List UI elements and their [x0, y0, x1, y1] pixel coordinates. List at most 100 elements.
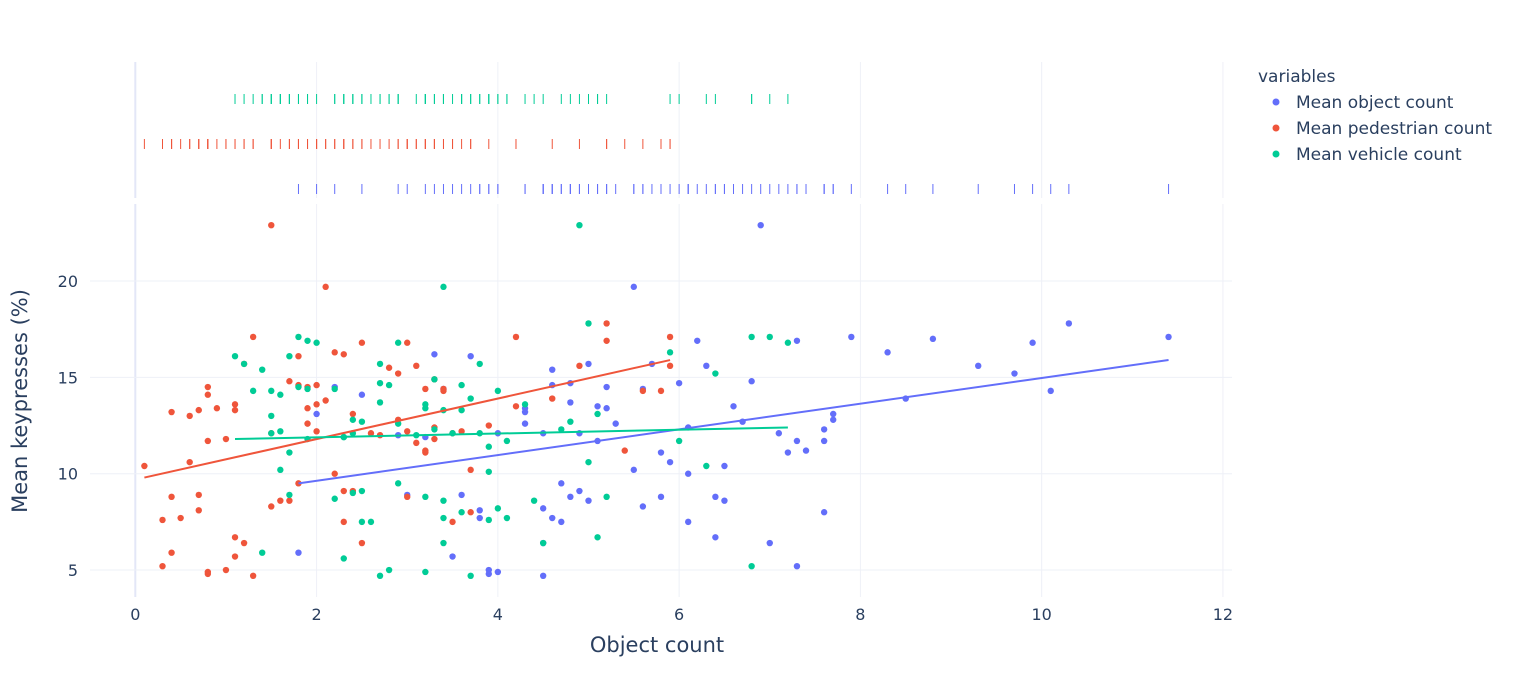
data-point: [485, 468, 492, 475]
trendline: [298, 359, 1169, 485]
data-point: [304, 385, 311, 393]
data-point: [703, 462, 710, 470]
data-point: [712, 370, 719, 377]
legend-label: Mean pedestrian count: [1296, 119, 1492, 139]
data-point: [358, 339, 366, 346]
data-point: [567, 399, 574, 406]
data-point: [585, 458, 592, 466]
data-point: [494, 505, 502, 512]
data-point: [358, 391, 366, 398]
data-point: [340, 555, 347, 562]
data-point: [494, 568, 502, 576]
data-point: [467, 352, 474, 360]
data-point: [576, 362, 583, 370]
data-point: [277, 497, 284, 504]
data-point: [358, 418, 366, 425]
data-point: [775, 430, 783, 437]
data-point: [458, 491, 465, 499]
data-point: [603, 493, 610, 501]
data-point: [358, 487, 366, 495]
data-point: [204, 391, 212, 398]
x-tick-label: 4: [493, 605, 503, 624]
data-point: [703, 362, 710, 370]
data-point: [820, 509, 828, 516]
data-point: [712, 493, 719, 501]
series-points: [295, 221, 1172, 580]
y-tick-label: 5: [68, 561, 78, 580]
data-point: [666, 362, 674, 370]
legend-item: Mean pedestrian count: [1272, 119, 1492, 139]
data-point: [784, 449, 792, 456]
data-point: [286, 497, 293, 504]
data-point: [766, 333, 773, 341]
data-point: [458, 509, 465, 516]
data-point: [757, 221, 764, 229]
data-point: [521, 401, 529, 408]
data-point: [440, 283, 447, 291]
data-point: [231, 553, 239, 560]
data-point: [594, 534, 601, 541]
data-point: [313, 410, 320, 418]
y-axis-ticks: 5 10 15 20: [58, 272, 78, 580]
data-point: [576, 487, 583, 495]
data-point: [358, 539, 366, 547]
data-point: [558, 426, 565, 433]
data-point: [195, 406, 202, 414]
data-point: [168, 408, 175, 416]
data-point: [612, 420, 619, 427]
rug-row: [234, 94, 789, 104]
data-point: [177, 514, 184, 522]
data-point: [376, 572, 384, 580]
data-point: [549, 514, 556, 522]
data-point: [404, 428, 411, 435]
data-point: [385, 364, 393, 371]
data-point: [539, 539, 547, 547]
data-point: [422, 447, 429, 454]
data-point: [141, 462, 148, 470]
data-point: [467, 395, 474, 402]
data-point: [603, 383, 610, 391]
legend-label: Mean vehicle count: [1296, 145, 1462, 165]
main-gridlines: [90, 204, 1232, 597]
data-point: [929, 335, 937, 343]
y-tick-label: 10: [58, 465, 78, 484]
data-point: [431, 351, 438, 358]
data-point: [240, 360, 248, 368]
data-point: [286, 449, 293, 456]
data-point: [603, 405, 610, 412]
data-point: [730, 403, 737, 410]
data-point: [567, 418, 574, 425]
rug-row: [143, 139, 671, 149]
data-point: [594, 410, 601, 418]
data-point: [666, 349, 674, 356]
data-point: [666, 333, 674, 341]
data-point: [666, 458, 674, 466]
data-point: [585, 497, 592, 504]
data-point: [204, 437, 212, 445]
legend-marker: [1272, 150, 1280, 158]
legend: variables Mean object count Mean pedestri…: [1258, 67, 1492, 165]
data-point: [793, 562, 801, 570]
data-point: [349, 410, 357, 418]
data-point: [422, 568, 429, 576]
data-point: [721, 462, 728, 470]
data-point: [422, 401, 429, 408]
data-point: [802, 447, 810, 454]
data-point: [1065, 320, 1073, 327]
data-point: [712, 534, 719, 541]
data-point: [249, 572, 257, 580]
data-point: [748, 378, 755, 385]
data-point: [277, 428, 284, 435]
data-point: [848, 333, 855, 341]
legend-marker: [1272, 124, 1280, 132]
data-point: [630, 466, 638, 474]
data-point: [585, 320, 592, 327]
data-point: [639, 503, 647, 510]
data-point: [476, 360, 483, 368]
data-point: [1047, 387, 1054, 395]
data-point: [394, 480, 402, 487]
data-point: [413, 439, 420, 447]
data-point: [485, 443, 492, 450]
data-point: [458, 428, 465, 435]
